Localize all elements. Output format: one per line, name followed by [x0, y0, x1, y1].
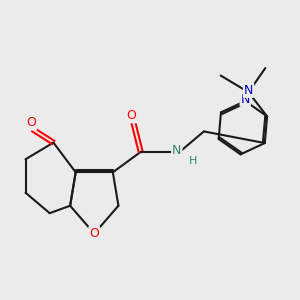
Text: O: O	[26, 116, 36, 129]
Text: N: N	[244, 84, 253, 97]
Text: O: O	[127, 109, 136, 122]
Text: N: N	[241, 93, 250, 106]
Text: N: N	[172, 144, 182, 157]
Text: H: H	[188, 156, 197, 166]
Text: O: O	[89, 227, 99, 240]
